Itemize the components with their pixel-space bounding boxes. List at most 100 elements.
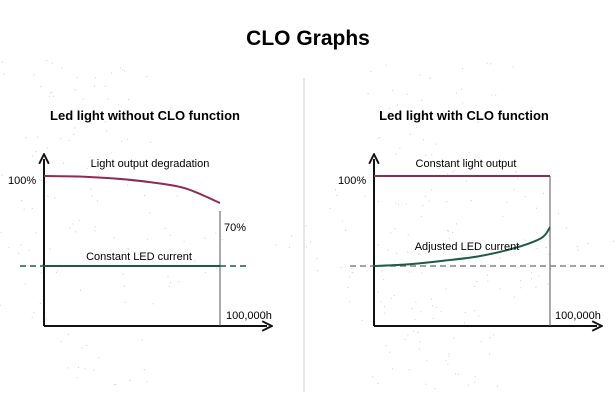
background-dot [524, 196, 526, 198]
background-dot [512, 66, 514, 68]
background-dot [565, 227, 568, 229]
background-dot [352, 272, 354, 274]
background-dot [377, 291, 379, 293]
background-dot [51, 62, 53, 64]
background-dot [72, 223, 74, 225]
background-dot [417, 331, 419, 333]
background-dot [204, 271, 206, 273]
background-dot [377, 244, 379, 246]
background-dot [69, 227, 71, 229]
background-dot [115, 383, 117, 386]
chart-without-clo: Led light without CLO function Light out… [8, 108, 272, 326]
background-dot [128, 248, 130, 250]
background-dot [54, 197, 56, 199]
background-dot [424, 195, 427, 197]
background-dot [349, 276, 351, 278]
background-dot [94, 230, 96, 232]
background-dot [21, 200, 23, 202]
background-dot [76, 377, 78, 379]
background-dot [550, 268, 552, 270]
background-dot [416, 126, 418, 128]
background-dot [506, 201, 508, 203]
background-dot [418, 348, 420, 350]
background-dot [463, 322, 465, 324]
background-dot [366, 270, 368, 272]
background-dot [57, 270, 59, 272]
background-dot [63, 162, 65, 164]
background-dot [438, 168, 440, 170]
background-dot [33, 312, 35, 314]
background-dot [446, 173, 449, 175]
background-dot [612, 240, 615, 242]
background-dot [52, 95, 54, 97]
background-dot [31, 155, 33, 157]
background-dot [474, 376, 476, 378]
background-dot [385, 345, 387, 347]
background-dot [143, 369, 145, 371]
background-dot [461, 68, 464, 70]
background-dot [446, 201, 448, 203]
background-dot [472, 166, 474, 168]
background-dot [305, 246, 307, 248]
background-dot [465, 180, 467, 182]
background-dot [499, 288, 501, 290]
background-dot [405, 203, 407, 205]
background-dot [351, 267, 353, 270]
background-dot [432, 317, 434, 320]
background-dot [464, 311, 466, 314]
background-dot [69, 116, 71, 118]
background-dot [31, 317, 33, 319]
background-dot [77, 366, 79, 368]
background-dot [476, 281, 478, 283]
background-dot [215, 267, 218, 269]
background-dot [493, 334, 495, 336]
background-dot [448, 237, 450, 240]
background-dot [33, 74, 35, 76]
background-dot [81, 347, 83, 349]
background-dot [393, 294, 395, 296]
background-dot [390, 232, 392, 234]
background-dot [442, 111, 444, 113]
background-dot [221, 239, 223, 241]
background-dot [67, 333, 69, 335]
background-dot [447, 363, 449, 365]
background-dot [395, 153, 397, 155]
background-dot [453, 337, 455, 339]
background-dot [535, 207, 538, 209]
background-dot [378, 200, 380, 203]
background-dot [422, 204, 424, 206]
background-dot [146, 381, 148, 383]
background-dot [440, 310, 442, 312]
background-dot [127, 139, 129, 141]
background-dot [176, 195, 178, 197]
background-dot [431, 154, 433, 156]
background-dot [391, 368, 393, 370]
background-dot [377, 382, 379, 384]
background-dot [329, 207, 331, 209]
background-dot [515, 172, 517, 174]
background-dot [0, 231, 2, 233]
background-dot [520, 280, 522, 282]
background-dot [372, 376, 374, 378]
background-dot [40, 85, 42, 88]
background-dot [183, 240, 185, 243]
background-dot [489, 337, 491, 339]
background-dot [169, 281, 172, 284]
background-dot [18, 252, 20, 254]
background-dot [383, 279, 385, 281]
series-label-constant-light-output: Constant light output [416, 158, 517, 170]
background-dot [90, 188, 92, 190]
background-dot [452, 231, 454, 233]
background-dot [275, 244, 277, 246]
background-dot [342, 220, 344, 222]
background-dot [91, 195, 93, 197]
background-dot [37, 136, 39, 138]
background-dot [364, 195, 366, 197]
background-dot [399, 147, 401, 149]
background-dot [490, 63, 492, 65]
background-dot [414, 318, 416, 320]
background-dot [576, 246, 579, 248]
background-dot [361, 319, 363, 321]
background-dot [84, 368, 86, 370]
